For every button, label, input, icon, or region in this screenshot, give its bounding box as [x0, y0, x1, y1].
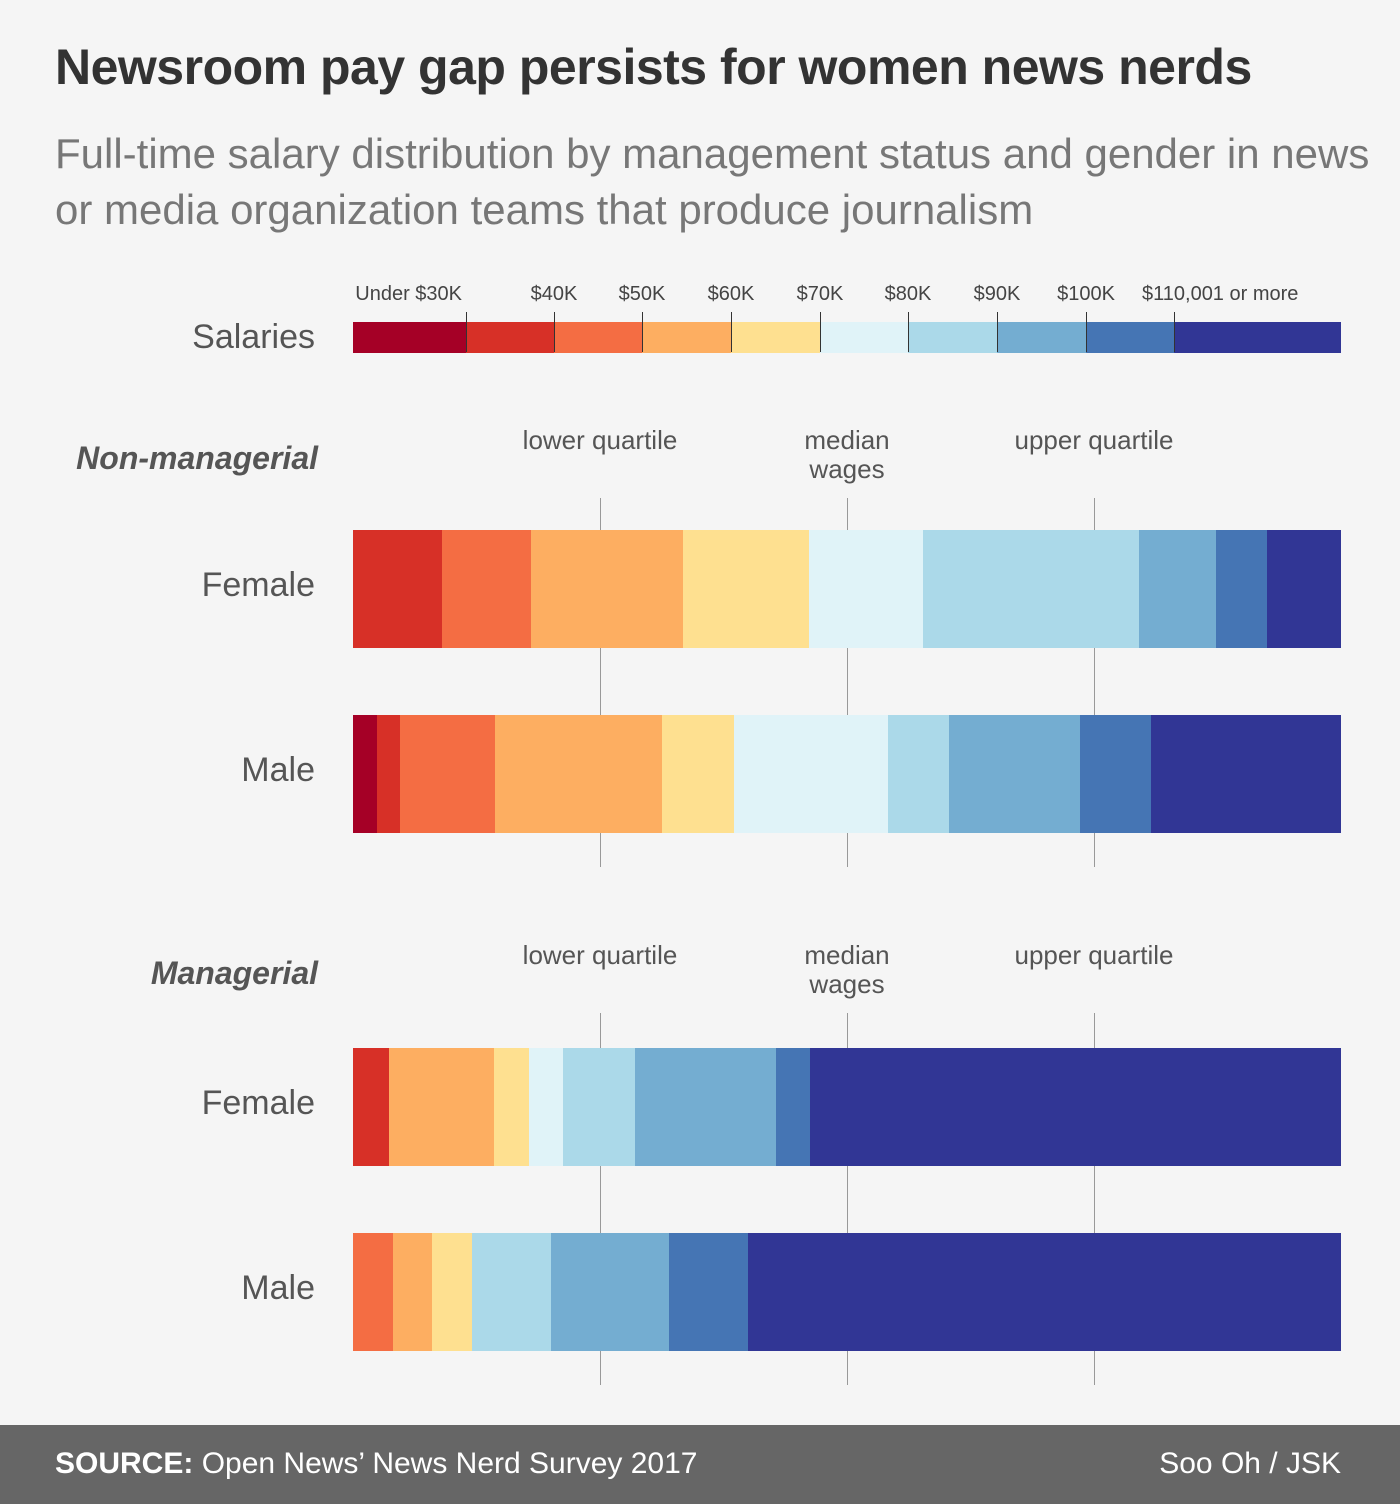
legend-swatch [731, 322, 820, 353]
legend-tick [997, 312, 998, 352]
bar-segment [669, 1233, 749, 1351]
legend-tick [1174, 312, 1175, 352]
bar-segment [775, 1048, 811, 1166]
bar-segment [376, 715, 401, 833]
bar-segment [888, 715, 950, 833]
source-label: SOURCE: [55, 1447, 194, 1480]
source-line: SOURCE: Open News’ News Nerd Survey 2017 [55, 1447, 697, 1481]
group-label: Managerial [150, 955, 318, 991]
quartile-label: median wages [804, 940, 890, 999]
bar-segment [682, 530, 810, 648]
legend-label: Under $30K [355, 283, 462, 305]
bar-segment [1215, 530, 1268, 648]
quartile-line [600, 1013, 601, 1385]
bar-segment [528, 1048, 564, 1166]
stacked-bar [353, 1233, 1342, 1351]
bar-segment [1139, 530, 1216, 648]
quartile-label: upper quartile [1014, 940, 1174, 970]
bar-segment [634, 1048, 777, 1166]
legend-tick [554, 312, 555, 352]
bar-segment [1266, 530, 1342, 648]
quartile-label: lower quartile [522, 425, 678, 455]
bar-segment [1080, 715, 1152, 833]
row-label: Female [201, 1084, 315, 1122]
bar-segment [353, 715, 378, 833]
legend-label: $80K [884, 283, 932, 305]
bar-segment [441, 530, 532, 648]
row-label: Female [201, 566, 315, 604]
bar-segment [400, 715, 496, 833]
bar-segment [471, 1233, 552, 1351]
quartile-line [600, 498, 601, 867]
quartile-label: upper quartile [1014, 425, 1174, 455]
legend-swatch [908, 322, 997, 353]
chart-title: Newsroom pay gap persists for women news… [55, 39, 1252, 95]
quartile-line [1094, 498, 1095, 867]
legend-tick [820, 312, 821, 352]
legend-title: Salaries [192, 318, 315, 356]
legend-label: $60K [707, 283, 755, 305]
legend-swatch [466, 322, 554, 353]
quartile-line [1094, 1013, 1095, 1385]
bar-segment [353, 1048, 390, 1166]
quartile-line [847, 498, 848, 867]
legend-swatch [1174, 322, 1341, 353]
legend-tick [1086, 312, 1087, 352]
row-label: Male [241, 1269, 315, 1307]
bar-segment [1151, 715, 1342, 833]
bar-segment [530, 530, 684, 648]
quartile-label: median wages [804, 425, 890, 484]
bar-segment [494, 1048, 530, 1166]
stacked-bar [353, 715, 1342, 833]
bar-segment [432, 1233, 473, 1351]
legend-swatch [554, 322, 642, 353]
footer: SOURCE: Open News’ News Nerd Survey 2017… [0, 1425, 1400, 1504]
legend-tick [908, 312, 909, 352]
bar-segment [392, 1233, 433, 1351]
legend-swatch [1086, 322, 1174, 353]
legend-tick [642, 312, 643, 352]
quartile-line [847, 1013, 848, 1385]
row-label: Male [241, 751, 315, 789]
stacked-bar [353, 530, 1342, 648]
legend-swatch [997, 322, 1086, 353]
quartile-label: lower quartile [522, 940, 678, 970]
legend-label: $70K [796, 283, 844, 305]
legend-label: $50K [618, 283, 666, 305]
bar-segment [495, 715, 663, 833]
group-label: Non-managerial [76, 440, 318, 476]
legend-swatch [353, 322, 466, 353]
bar-segment [550, 1233, 670, 1351]
bar-segment [353, 530, 443, 648]
legend-tick [466, 312, 467, 352]
bar-segment [923, 530, 1140, 648]
legend-label: $110,001 or more [1142, 283, 1299, 305]
credit: Soo Oh / JSK [1159, 1447, 1341, 1480]
bar-segment [809, 530, 924, 648]
legend-bar [353, 322, 1341, 353]
legend-tick [731, 312, 732, 352]
legend-label: $100K [1057, 283, 1115, 305]
bar-segment [563, 1048, 636, 1166]
bar-segment [662, 715, 735, 833]
chart-subtitle: Full-time salary distribution by managem… [55, 130, 1370, 233]
legend-label: $90K [973, 283, 1021, 305]
legend-label: $40K [530, 283, 578, 305]
bar-segment [388, 1048, 495, 1166]
bar-segment [353, 1233, 394, 1351]
bar-segment [810, 1048, 1342, 1166]
legend-swatch [820, 322, 908, 353]
stacked-bar [353, 1048, 1342, 1166]
bar-segment [734, 715, 889, 833]
source-text: Open News’ News Nerd Survey 2017 [201, 1447, 698, 1480]
legend-swatch [642, 322, 731, 353]
bar-segment [748, 1233, 1342, 1351]
bar-segment [948, 715, 1081, 833]
